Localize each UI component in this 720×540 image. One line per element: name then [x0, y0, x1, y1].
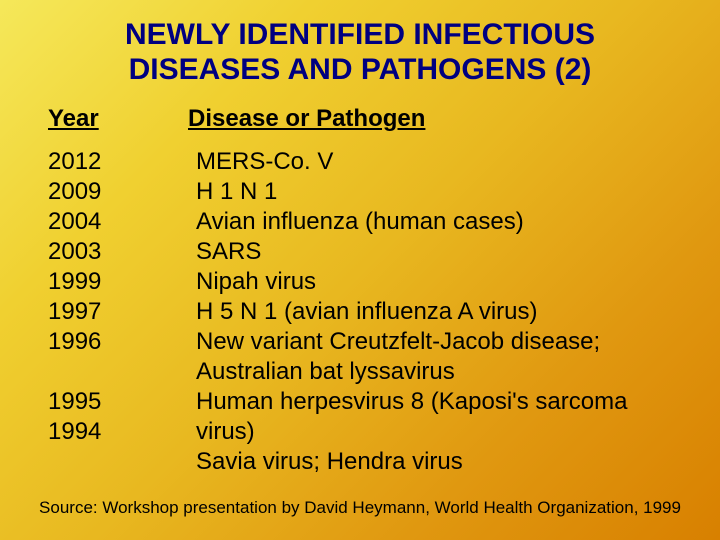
disease-cell: Australian bat lyssavirus: [196, 357, 680, 387]
year-cell: 2004: [48, 207, 188, 237]
table-body: 2012 2009 2004 2003 1999 1997 1996 1995 …: [48, 147, 680, 477]
year-column: 2012 2009 2004 2003 1999 1997 1996 1995 …: [48, 147, 188, 477]
disease-cell: MERS-Co. V: [196, 147, 680, 177]
year-cell: [48, 357, 188, 387]
disease-column: MERS-Co. V H 1 N 1 Avian influenza (huma…: [188, 147, 680, 477]
slide-title: NEWLY IDENTIFIED INFECTIOUS DISEASES AND…: [30, 18, 690, 87]
year-cell: 2012: [48, 147, 188, 177]
header-disease-label: Disease or Pathogen: [188, 105, 425, 132]
year-cell: 1994: [48, 417, 188, 447]
header-cell-disease: Disease or Pathogen: [188, 105, 680, 133]
content-area: Year Disease or Pathogen 2012 2009 2004 …: [30, 105, 690, 477]
year-cell: 1999: [48, 267, 188, 297]
disease-cell: Avian influenza (human cases): [196, 207, 680, 237]
disease-cell: Savia virus; Hendra virus: [196, 447, 680, 477]
disease-cell: H 1 N 1: [196, 177, 680, 207]
disease-cell: Nipah virus: [196, 267, 680, 297]
header-cell-year: Year: [48, 105, 188, 133]
header-year-label: Year: [48, 105, 99, 132]
slide: NEWLY IDENTIFIED INFECTIOUS DISEASES AND…: [0, 0, 720, 540]
year-cell: 2003: [48, 237, 188, 267]
disease-cell: SARS: [196, 237, 680, 267]
source-citation: Source: Workshop presentation by David H…: [0, 498, 720, 518]
disease-cell: H 5 N 1 (avian influenza A virus): [196, 297, 680, 327]
year-cell: 1997: [48, 297, 188, 327]
disease-cell: New variant Creutzfelt-Jacob disease;: [196, 327, 680, 357]
table-header-row: Year Disease or Pathogen: [48, 105, 680, 133]
year-cell: 1996: [48, 327, 188, 357]
disease-cell: Human herpesvirus 8 (Kaposi's sarcoma vi…: [196, 387, 680, 447]
year-cell: 2009: [48, 177, 188, 207]
year-cell: 1995: [48, 387, 188, 417]
